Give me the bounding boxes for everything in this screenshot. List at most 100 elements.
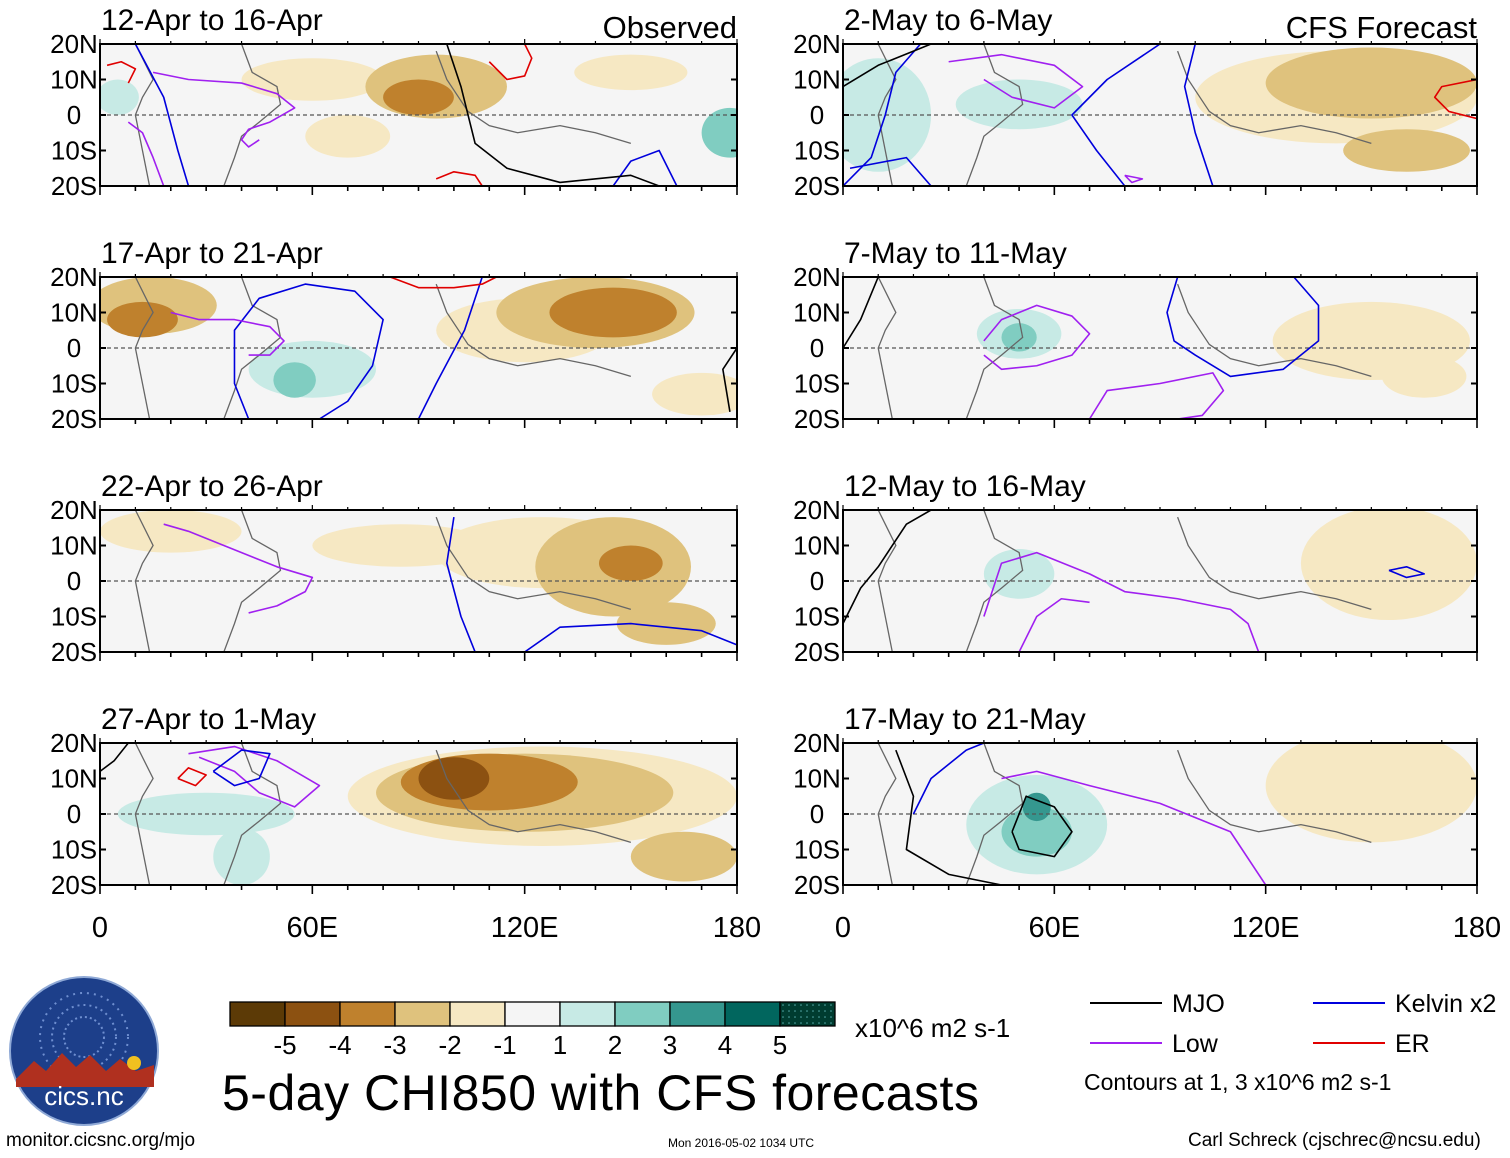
colorbar-bin xyxy=(779,1001,836,1027)
panel-plot-area xyxy=(843,277,1477,419)
colorbar-bin xyxy=(559,1001,616,1027)
colorbar-bin xyxy=(724,1001,781,1027)
contour-low xyxy=(188,745,321,808)
y-tick-label: 20S xyxy=(794,870,840,900)
coastline xyxy=(134,44,154,186)
y-tick-label: 10S xyxy=(51,369,97,399)
anomaly-shading xyxy=(549,287,677,338)
logo-name: cics.nc xyxy=(44,1081,123,1111)
y-tick-label: 20N xyxy=(50,262,98,292)
y-tick-label: 20N xyxy=(793,262,841,292)
contour-mjo xyxy=(843,277,879,349)
coastline xyxy=(1177,516,1372,611)
legend-note: Contours at 1, 3 x10^6 m2 s-1 xyxy=(1084,1069,1391,1095)
x-tick-label: 180 xyxy=(1453,912,1501,944)
contour-low xyxy=(983,304,1091,371)
contour-er xyxy=(389,277,497,289)
coastline xyxy=(223,743,282,885)
coastline xyxy=(134,277,154,419)
contour-er xyxy=(488,44,533,81)
panel-1-0: 20N 10N 0 10S 20S 2-May to 6-May CFS Forecast xyxy=(793,4,1478,201)
panel-plot-area xyxy=(843,44,1477,186)
y-tick-label: 20S xyxy=(794,171,840,201)
contour-er xyxy=(1433,78,1477,120)
contour-er xyxy=(435,171,483,186)
legend-label: ER xyxy=(1395,1030,1430,1058)
colorbar-label: -3 xyxy=(383,1030,406,1060)
footer-url[interactable]: monitor.cicsnc.org/mjo xyxy=(6,1130,196,1151)
panel-plot-area xyxy=(100,277,737,419)
anomaly-shading xyxy=(598,545,663,581)
contour-low xyxy=(170,311,285,356)
anomaly-shading xyxy=(107,301,178,338)
contour-kelvin-x2 xyxy=(1388,565,1425,579)
x-tick-label: 60E xyxy=(287,912,339,944)
panel-title: 22-Apr to 26-Apr xyxy=(101,470,323,503)
anomaly-shading xyxy=(574,54,688,91)
colorbar-bin xyxy=(284,1001,341,1027)
y-tick-label: 20N xyxy=(50,495,98,525)
contour-kelvin-x2 xyxy=(233,283,384,419)
contour-kelvin-x2 xyxy=(912,743,985,815)
anomaly-shading xyxy=(1001,806,1072,857)
colorbar-label: -1 xyxy=(493,1030,516,1060)
anomaly-shading xyxy=(305,115,391,158)
colorbar-bin xyxy=(394,1001,451,1027)
y-tick-label: 0 xyxy=(67,333,81,363)
anomaly-shading xyxy=(100,79,139,115)
y-tick-label: 20N xyxy=(793,29,841,59)
y-tick-label: 10S xyxy=(794,835,840,865)
y-tick-label: 20S xyxy=(51,870,97,900)
y-tick-label: 10N xyxy=(50,298,98,328)
anomaly-shading xyxy=(418,757,490,800)
panel-1-1: 20N 10N 0 10S 20S 7-May to 11-May xyxy=(793,237,1478,434)
y-tick-label: 20N xyxy=(793,728,841,758)
y-tick-label: 20S xyxy=(51,171,97,201)
anomaly-shading xyxy=(955,79,1083,130)
contour-kelvin-x2 xyxy=(1071,44,1161,186)
contour-kelvin-x2 xyxy=(1183,44,1214,186)
contour-kelvin-x2 xyxy=(212,749,271,787)
anomaly-shading xyxy=(213,828,270,885)
coastline xyxy=(965,743,1024,885)
y-tick-label: 10S xyxy=(794,602,840,632)
coastline xyxy=(1177,749,1372,844)
y-tick-label: 10S xyxy=(51,835,97,865)
panel-0-1: 20N 10N 0 10S 20S 17-Apr to 21-Apr xyxy=(50,237,738,434)
panel-plot-area xyxy=(100,743,737,885)
contour-mjo xyxy=(722,347,737,413)
y-tick-label: 10S xyxy=(794,369,840,399)
legend-label: MJO xyxy=(1172,990,1225,1018)
coastline xyxy=(965,277,1024,419)
contour-low xyxy=(983,551,1260,652)
y-tick-label: 20S xyxy=(794,637,840,667)
footer-author: Carl Schreck (cjschrec@ncsu.edu) xyxy=(1188,1130,1481,1151)
y-tick-label: 10N xyxy=(50,764,98,794)
colorbar-label: 5 xyxy=(773,1030,787,1060)
coastline xyxy=(134,743,154,885)
cicsnc-logo: cics.nc xyxy=(9,976,159,1126)
anomaly-shading xyxy=(1343,129,1470,172)
coastline xyxy=(965,510,1024,652)
panel-title: 27-Apr to 1-May xyxy=(101,703,316,736)
colorbar-bin xyxy=(504,1001,561,1027)
coastline xyxy=(435,516,632,611)
y-tick-label: 10N xyxy=(793,764,841,794)
coastline xyxy=(877,510,897,652)
anomaly-shading xyxy=(1001,323,1037,352)
panel-title: 2-May to 6-May xyxy=(844,4,1052,37)
panel-title: 12-Apr to 16-Apr xyxy=(101,4,323,37)
colorbar-label: 3 xyxy=(663,1030,677,1060)
coastline xyxy=(965,44,1024,186)
anomaly-shading xyxy=(1300,510,1477,621)
y-tick-label: 10S xyxy=(794,136,840,166)
contour-mjo xyxy=(1011,795,1073,858)
x-tick-label: 120E xyxy=(1232,912,1300,944)
y-tick-label: 20N xyxy=(50,29,98,59)
legend-label: Low xyxy=(1172,1030,1219,1058)
anomaly-shading xyxy=(241,58,384,101)
colorbar-bin xyxy=(229,1001,286,1027)
x-tick-label: 120E xyxy=(491,912,559,944)
anomaly-shading xyxy=(383,79,454,115)
